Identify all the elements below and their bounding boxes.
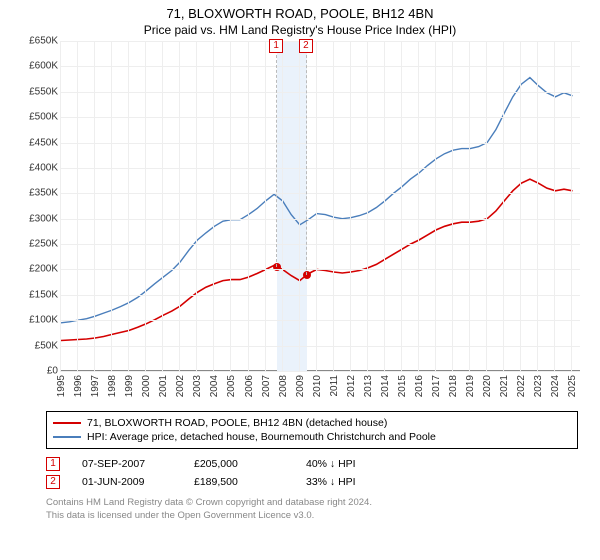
gridline-h xyxy=(60,346,580,347)
sale-marker-dot xyxy=(303,271,311,279)
y-tick-label: £350K xyxy=(18,188,58,199)
gridline-v xyxy=(60,41,61,371)
y-tick-label: £500K xyxy=(18,112,58,123)
y-tick-label: £300K xyxy=(18,213,58,224)
sale-marker-box: 1 xyxy=(46,457,60,471)
gridline-v xyxy=(299,41,300,371)
swatch-property xyxy=(53,422,81,424)
gridline-v xyxy=(333,41,334,371)
gridline-v xyxy=(384,41,385,371)
gridline-v xyxy=(367,41,368,371)
x-tick-label: 2025 xyxy=(567,375,593,397)
gridline-v xyxy=(265,41,266,371)
sale-delta: 40% ↓ HPI xyxy=(306,458,396,470)
gridline-h xyxy=(60,320,580,321)
series-hpi xyxy=(61,78,573,323)
gridline-v xyxy=(418,41,419,371)
y-tick-label: £150K xyxy=(18,289,58,300)
gridline-v xyxy=(571,41,572,371)
gridline-h xyxy=(60,66,580,67)
gridline-h xyxy=(60,269,580,270)
gridline-h xyxy=(60,295,580,296)
gridline-h xyxy=(60,168,580,169)
gridline-h xyxy=(60,92,580,93)
gridline-v xyxy=(503,41,504,371)
sale-marker-box: 2 xyxy=(299,39,313,53)
gridline-v xyxy=(554,41,555,371)
gridline-v xyxy=(230,41,231,371)
y-tick-label: £100K xyxy=(18,315,58,326)
gridline-v xyxy=(77,41,78,371)
plot-region xyxy=(60,41,580,371)
sale-delta: 33% ↓ HPI xyxy=(306,476,396,488)
gridline-h xyxy=(60,117,580,118)
y-tick-label: £550K xyxy=(18,86,58,97)
gridline-v xyxy=(179,41,180,371)
gridline-v xyxy=(469,41,470,371)
sale-marker-box: 2 xyxy=(46,475,60,489)
gridline-v xyxy=(111,41,112,371)
gridline-v xyxy=(537,41,538,371)
gridline-h xyxy=(60,193,580,194)
gridline-h xyxy=(60,143,580,144)
sale-row: 1 07-SEP-2007 £205,000 40% ↓ HPI xyxy=(46,455,578,473)
gridline-v xyxy=(316,41,317,371)
y-tick-label: £0 xyxy=(18,366,58,377)
gridline-v xyxy=(196,41,197,371)
gridline-h xyxy=(60,41,580,42)
sale-date: 07-SEP-2007 xyxy=(82,458,172,470)
sale-marker-line xyxy=(276,55,277,267)
sale-price: £205,000 xyxy=(194,458,284,470)
sale-marker-box: 1 xyxy=(269,39,283,53)
y-tick-label: £650K xyxy=(18,36,58,47)
sale-date: 01-JUN-2009 xyxy=(82,476,172,488)
legend: 71, BLOXWORTH ROAD, POOLE, BH12 4BN (det… xyxy=(46,411,578,449)
series-property xyxy=(61,179,573,340)
gridline-v xyxy=(486,41,487,371)
price-chart: £0 £50K £100K £150K £200K £250K £300K £350K £400… xyxy=(18,41,588,401)
gridline-v xyxy=(282,41,283,371)
y-tick-label: £400K xyxy=(18,162,58,173)
gridline-h xyxy=(60,371,580,372)
legend-label: 71, BLOXWORTH ROAD, POOLE, BH12 4BN (det… xyxy=(87,417,387,429)
swatch-hpi xyxy=(53,436,81,438)
gridline-v xyxy=(145,41,146,371)
attribution-line: Contains HM Land Registry data © Crown c… xyxy=(46,497,578,510)
page-subtitle: Price paid vs. HM Land Registry's House … xyxy=(0,21,600,41)
attribution: Contains HM Land Registry data © Crown c… xyxy=(46,497,578,523)
legend-label: HPI: Average price, detached house, Bour… xyxy=(87,431,436,443)
y-tick-label: £200K xyxy=(18,264,58,275)
sale-row: 2 01-JUN-2009 £189,500 33% ↓ HPI xyxy=(46,473,578,491)
sale-price: £189,500 xyxy=(194,476,284,488)
gridline-v xyxy=(248,41,249,371)
y-tick-label: £250K xyxy=(18,239,58,250)
gridline-v xyxy=(350,41,351,371)
gridline-h xyxy=(60,219,580,220)
y-tick-label: £450K xyxy=(18,137,58,148)
gridline-v xyxy=(520,41,521,371)
sale-marker-line xyxy=(306,55,307,275)
gridline-v xyxy=(401,41,402,371)
legend-item-hpi: HPI: Average price, detached house, Bour… xyxy=(53,430,571,444)
page-title: 71, BLOXWORTH ROAD, POOLE, BH12 4BN xyxy=(0,0,600,21)
gridline-v xyxy=(452,41,453,371)
y-tick-label: £50K xyxy=(18,340,58,351)
gridline-v xyxy=(435,41,436,371)
gridline-v xyxy=(94,41,95,371)
gridline-h xyxy=(60,244,580,245)
gridline-v xyxy=(162,41,163,371)
attribution-line: This data is licensed under the Open Gov… xyxy=(46,510,578,523)
y-tick-label: £600K xyxy=(18,61,58,72)
sales-table: 1 07-SEP-2007 £205,000 40% ↓ HPI 2 01-JUN-200… xyxy=(46,455,578,491)
legend-item-property: 71, BLOXWORTH ROAD, POOLE, BH12 4BN (det… xyxy=(53,416,571,430)
gridline-v xyxy=(128,41,129,371)
gridline-v xyxy=(213,41,214,371)
